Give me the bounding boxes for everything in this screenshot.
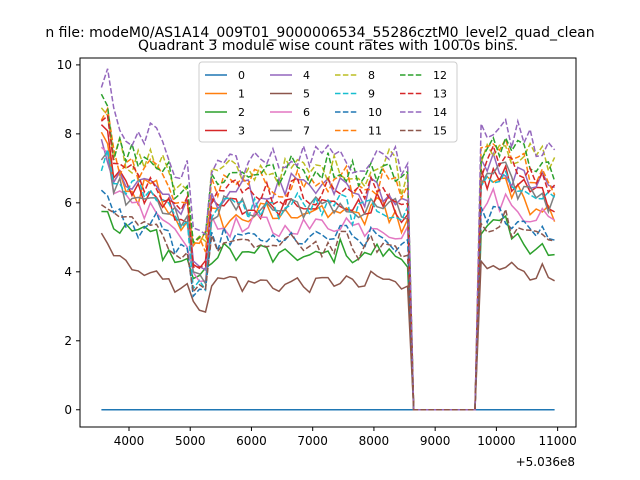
legend-box <box>198 61 458 143</box>
y-tick-label: 6 <box>64 196 72 210</box>
plot-frame <box>79 57 577 428</box>
legend-label: 14 <box>433 106 447 119</box>
series-line-14 <box>100 68 556 411</box>
x-tick-label: 5000 <box>175 434 206 448</box>
series-line-15 <box>100 204 555 411</box>
plot-lines <box>100 68 556 411</box>
legend-label: 13 <box>433 88 447 101</box>
series-line-9 <box>100 149 556 411</box>
x-tick-label: 8000 <box>359 434 390 448</box>
y-tick-label: 0 <box>64 403 72 417</box>
chart-title: Quadrant 3 module wise count rates with … <box>138 38 518 54</box>
x-tick-label: 11000 <box>539 434 577 448</box>
legend-label: 6 <box>303 106 310 119</box>
legend-label: 5 <box>303 88 310 101</box>
legend-label: 8 <box>368 69 375 82</box>
legend-label: 10 <box>368 106 382 119</box>
legend-label: 2 <box>238 106 245 119</box>
y-axis: 0 2 4 6 8 10 <box>57 58 80 417</box>
y-tick-label: 10 <box>57 58 72 72</box>
x-axis: 4000 5000 6000 7000 8000 9000 10000 11000 <box>114 427 577 448</box>
x-tick-label: 6000 <box>236 434 267 448</box>
x-tick-label: 9000 <box>420 434 451 448</box>
y-tick-label: 2 <box>64 334 72 348</box>
legend-label: 1 <box>238 88 245 101</box>
y-tick-label: 8 <box>64 127 72 141</box>
x-tick-label: 4000 <box>114 434 145 448</box>
legend-label: 0 <box>238 69 245 82</box>
legend-label: 4 <box>303 69 310 82</box>
x-offset-label: +5.036e8 <box>516 455 575 469</box>
legend-label: 3 <box>238 125 245 138</box>
series-line-13 <box>100 114 556 411</box>
series-line-5 <box>100 232 555 411</box>
chart-suptitle: n file: modeM0/AS1A14_009T01_9000006534_… <box>45 25 594 41</box>
legend-label: 7 <box>303 125 310 138</box>
y-tick-label: 4 <box>64 265 72 279</box>
x-tick-label: 7000 <box>297 434 328 448</box>
legend-label: 15 <box>433 125 447 138</box>
legend-label: 11 <box>368 125 382 138</box>
legend-label: 9 <box>368 88 375 101</box>
x-tick-label: 10000 <box>477 434 515 448</box>
legend-label: 12 <box>433 69 447 82</box>
